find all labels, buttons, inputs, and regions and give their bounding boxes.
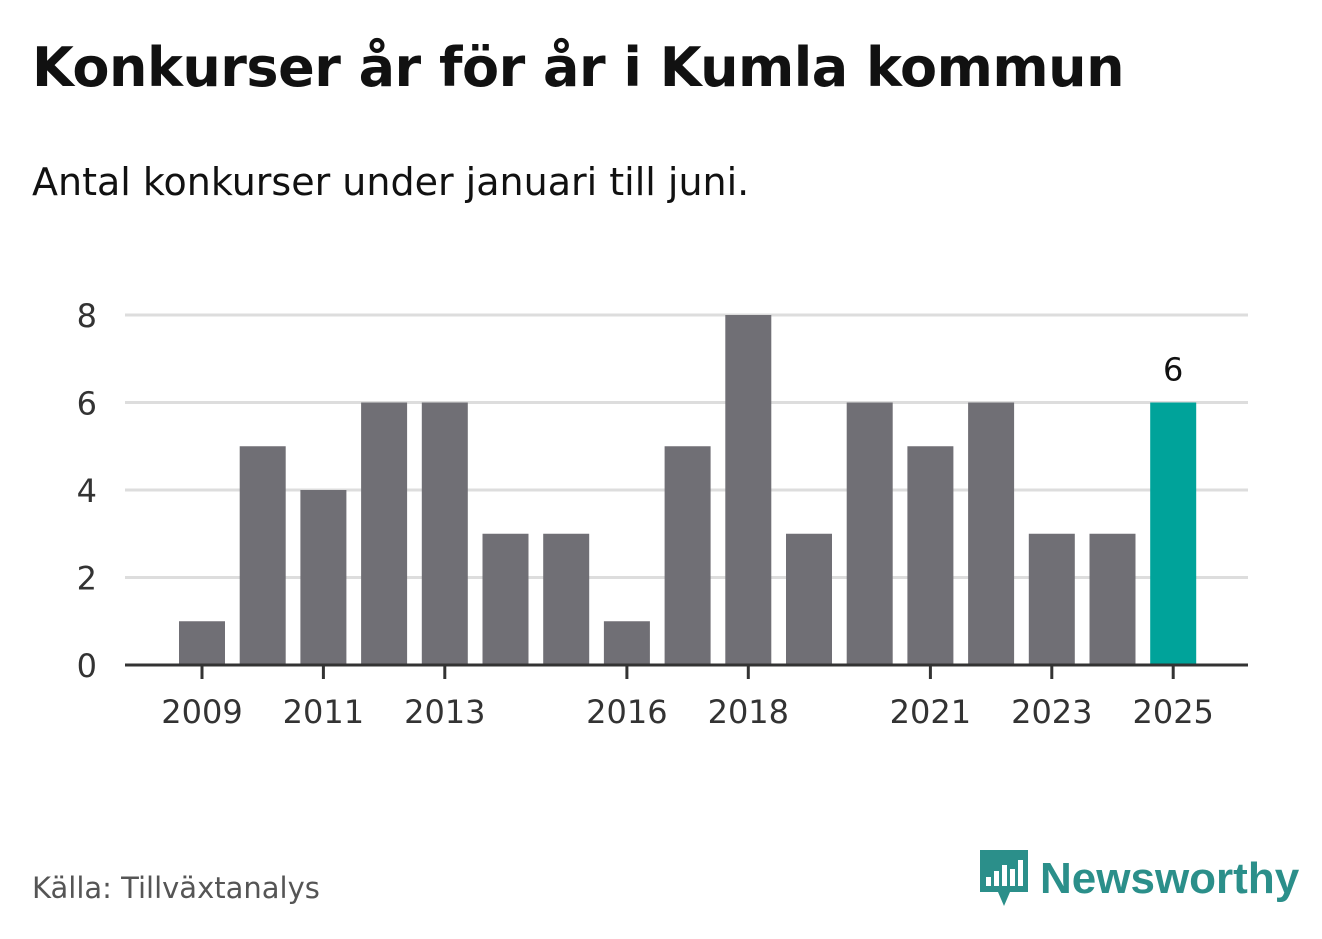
bar-2016 <box>603 621 650 665</box>
bar-2015 <box>543 533 590 665</box>
axes <box>125 663 1248 679</box>
newsworthy-bar-chart-bubble-icon <box>980 850 1028 906</box>
bar-2009 <box>179 621 225 665</box>
x-tick-label: 2023 <box>1011 693 1092 731</box>
x-tick-label: 2016 <box>586 693 667 731</box>
bar-2011 <box>300 490 347 665</box>
bar-2019 <box>786 533 832 665</box>
bar-2023 <box>1028 533 1075 665</box>
x-tick-label: 2018 <box>708 693 789 731</box>
bar-chart: 0 2 4 6 8 6 2009 2011 2013 2016 2018 2021 2023 2025 <box>77 297 1248 731</box>
bars <box>179 315 1197 665</box>
y-tick-label: 8 <box>77 297 97 335</box>
bar-2020 <box>846 402 893 665</box>
bar-2025 <box>1150 402 1197 665</box>
y-tick-label: 6 <box>77 385 97 423</box>
brand-name: Newsworthy <box>1040 854 1300 903</box>
x-tick-label: 2025 <box>1132 693 1213 731</box>
tick-labels: 0 2 4 6 8 6 2009 2011 2013 2016 2018 2021 2023 2025 <box>77 297 1214 731</box>
chart-subtitle: Antal konkurser under januari till juni. <box>32 160 750 204</box>
x-tick-label: 2021 <box>890 693 971 731</box>
bar-2024 <box>1089 533 1136 665</box>
brand-logo: Newsworthy <box>980 850 1299 908</box>
y-tick-label: 0 <box>77 647 97 685</box>
y-tick-label: 4 <box>77 472 97 510</box>
bar-2017 <box>664 446 711 665</box>
bar-2012 <box>361 402 408 665</box>
bar-2021 <box>907 446 954 665</box>
y-tick-label: 2 <box>77 560 97 598</box>
bar-2014 <box>482 533 529 665</box>
bar-2010 <box>239 446 286 665</box>
source-note: Källa: Tillväxtanalys <box>32 871 320 905</box>
bar-2022 <box>968 402 1015 665</box>
chart-title: Konkurser år för år i Kumla kommun <box>32 36 1125 99</box>
x-tick-label: 2011 <box>283 693 364 731</box>
x-tick-label: 2013 <box>404 693 485 731</box>
bar-2013 <box>421 402 468 665</box>
bar-2018 <box>725 315 772 665</box>
data-label-2025: 6 <box>1163 351 1183 389</box>
x-tick-label: 2009 <box>161 693 242 731</box>
